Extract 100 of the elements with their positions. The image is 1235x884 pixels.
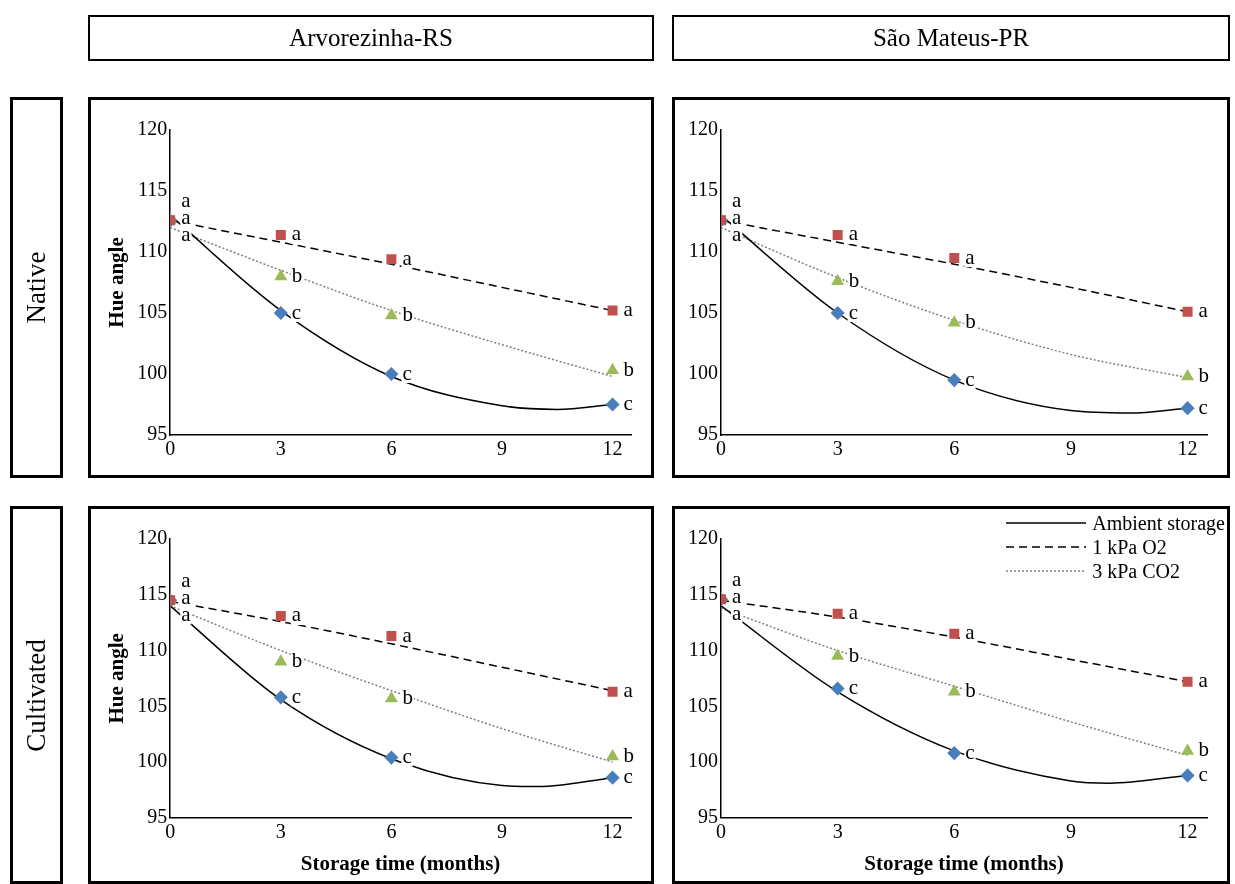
x-tick-label: 6 bbox=[949, 820, 960, 843]
x-tick-label: 3 bbox=[275, 437, 286, 460]
x-tick-label: 12 bbox=[1177, 820, 1198, 843]
point bbox=[830, 306, 845, 320]
y-tick-label: 105 bbox=[137, 693, 168, 716]
y-tick-label: 110 bbox=[688, 637, 718, 660]
chart-title: Arvorezinha-RS bbox=[88, 15, 654, 61]
point bbox=[949, 253, 960, 264]
y-tick-label: 100 bbox=[688, 361, 718, 384]
annotation: a bbox=[965, 620, 976, 645]
y-axis-title: Hue angle bbox=[104, 633, 129, 724]
x-tick-label: 6 bbox=[386, 437, 397, 460]
x-tick-label: 0 bbox=[716, 820, 726, 843]
annotation: a bbox=[965, 244, 976, 269]
annotation: c bbox=[848, 674, 858, 699]
annotation: b bbox=[848, 267, 860, 292]
point bbox=[832, 229, 843, 240]
y-tick-label: 110 bbox=[688, 239, 718, 262]
annotation: c bbox=[623, 391, 633, 416]
annotation: c bbox=[848, 299, 858, 324]
annotation: a bbox=[291, 221, 302, 246]
x-tick-label: 3 bbox=[275, 820, 286, 843]
x-tick-label: 9 bbox=[1065, 437, 1076, 460]
point bbox=[607, 686, 618, 697]
point bbox=[275, 229, 286, 240]
x-tick-label: 12 bbox=[602, 820, 623, 843]
x-tick-label: 3 bbox=[832, 437, 843, 460]
y-tick-label: 120 bbox=[137, 117, 168, 140]
point bbox=[830, 681, 845, 696]
annotation: b bbox=[291, 262, 303, 287]
annotation: c bbox=[291, 299, 302, 324]
point bbox=[606, 749, 619, 761]
x-tick-label: 12 bbox=[1177, 437, 1198, 460]
annotation: b bbox=[402, 684, 413, 709]
annotation: a bbox=[1198, 298, 1209, 323]
x-tick-label: 0 bbox=[716, 437, 726, 460]
annotation: a bbox=[402, 622, 413, 647]
y-axis-title: Hue angle bbox=[104, 237, 129, 328]
point bbox=[385, 308, 398, 320]
point bbox=[948, 316, 961, 327]
point bbox=[607, 305, 618, 316]
x-tick-label: 12 bbox=[602, 437, 623, 460]
x-tick-label: 0 bbox=[165, 437, 176, 460]
point bbox=[1180, 401, 1195, 415]
annotation: b bbox=[402, 301, 413, 326]
annotation: b bbox=[623, 742, 635, 767]
y-tick-label: 95 bbox=[698, 805, 718, 828]
point bbox=[384, 367, 399, 381]
point bbox=[274, 269, 287, 281]
annotation: c bbox=[291, 683, 302, 708]
point bbox=[831, 274, 844, 286]
annotation: c bbox=[965, 366, 975, 391]
x-tick-label: 9 bbox=[496, 437, 507, 460]
point bbox=[831, 649, 844, 660]
point bbox=[384, 750, 399, 765]
point bbox=[832, 608, 843, 619]
x-tick-label: 9 bbox=[1065, 820, 1076, 843]
x-axis-title: Storage time (months) bbox=[864, 850, 1064, 875]
y-tick-label: 100 bbox=[137, 749, 168, 772]
y-tick-label: 100 bbox=[688, 749, 718, 772]
annotation: b bbox=[965, 309, 976, 334]
point bbox=[275, 610, 286, 621]
point bbox=[386, 254, 397, 265]
y-tick-label: 115 bbox=[688, 178, 718, 201]
point bbox=[605, 770, 620, 785]
annotation: c bbox=[1198, 761, 1208, 786]
legend-label: 3 kPa CO2 bbox=[1092, 559, 1181, 583]
point bbox=[948, 685, 961, 696]
y-tick-label: 120 bbox=[688, 117, 718, 140]
y-tick-label: 105 bbox=[688, 693, 718, 716]
x-tick-label: 9 bbox=[496, 820, 507, 843]
y-tick-label: 120 bbox=[688, 526, 718, 549]
y-tick-label: 105 bbox=[688, 300, 718, 323]
x-tick-label: 6 bbox=[386, 820, 397, 843]
annotation: a bbox=[402, 245, 413, 270]
point bbox=[1181, 744, 1194, 755]
point bbox=[274, 654, 287, 666]
y-tick-label: 115 bbox=[688, 582, 718, 605]
annotation: a bbox=[1198, 668, 1209, 693]
point bbox=[605, 397, 620, 412]
annotation: c bbox=[402, 744, 412, 769]
annotation: b bbox=[623, 356, 635, 381]
point bbox=[274, 690, 288, 705]
x-tick-label: 0 bbox=[165, 820, 176, 843]
legend-label: Ambient storage bbox=[1092, 511, 1225, 535]
annotation: c bbox=[402, 360, 412, 385]
y-tick-label: 115 bbox=[137, 178, 168, 201]
point bbox=[947, 373, 962, 387]
point bbox=[1182, 306, 1193, 317]
chart-title: São Mateus-PR bbox=[672, 15, 1230, 61]
annotation: b bbox=[965, 678, 976, 703]
annotation: b bbox=[1198, 737, 1210, 762]
y-tick-label: 110 bbox=[137, 239, 168, 262]
y-tick-label: 95 bbox=[698, 422, 718, 445]
annotation: a bbox=[848, 600, 859, 625]
point bbox=[274, 306, 288, 320]
legend-label: 1 kPa O2 bbox=[1092, 535, 1167, 559]
point bbox=[386, 631, 397, 642]
y-tick-label: 110 bbox=[137, 637, 168, 660]
annotation: a bbox=[623, 678, 634, 703]
